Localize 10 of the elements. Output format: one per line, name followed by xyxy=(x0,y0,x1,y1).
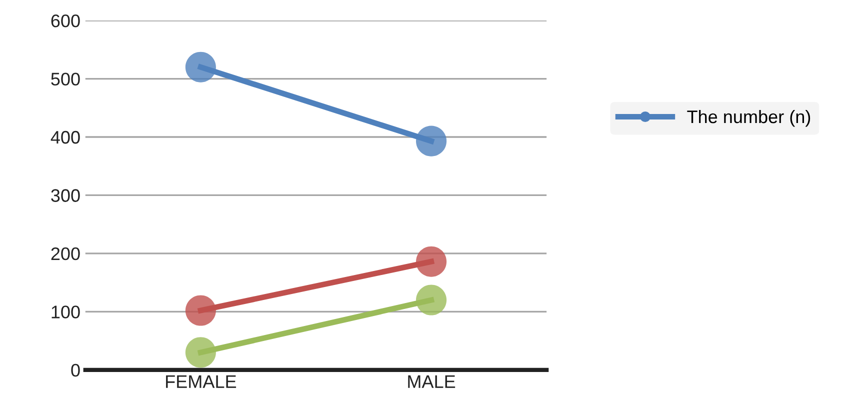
y-tick-label: 300 xyxy=(51,189,80,202)
y-tick-label: 400 xyxy=(50,130,80,144)
y-tick-label: 500 xyxy=(51,72,80,86)
y-tick-label: 200 xyxy=(51,247,80,260)
y-tick-label: 600 xyxy=(51,14,80,28)
y-tick-label: 100 xyxy=(52,306,80,318)
y-tick-label: 0 xyxy=(71,364,80,377)
x-tick-label: FEMALE xyxy=(166,375,236,388)
legend-label: The number (n) xyxy=(687,110,810,127)
x-tick-label: MALE xyxy=(408,375,456,388)
